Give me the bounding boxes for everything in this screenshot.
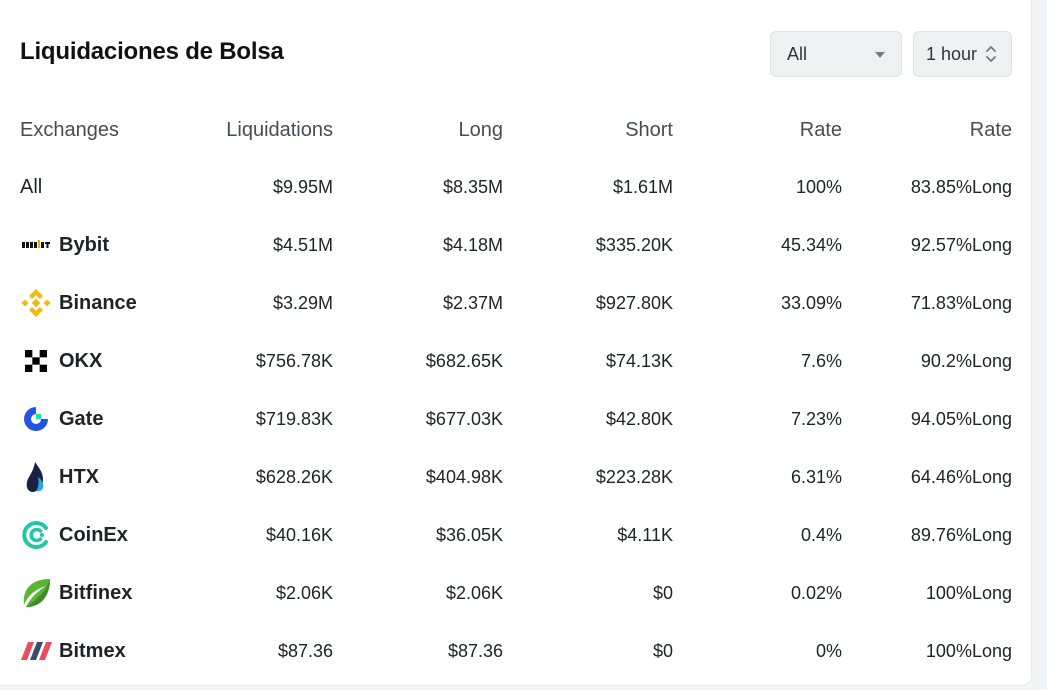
short-cell: $1.61M	[612, 176, 673, 197]
long-rate-cell: 94.05%Long	[910, 408, 1012, 429]
liquidations-cell: $756.78K	[255, 350, 333, 371]
liquidations-cell: $87.36	[277, 640, 333, 661]
long-cell: $4.18M	[442, 234, 503, 255]
long-rate-cell: 100%Long	[925, 582, 1012, 603]
long-cell: $682.65K	[425, 350, 503, 371]
long-rate-cell: 90.2%Long	[920, 350, 1012, 371]
column-header-long[interactable]: Long	[458, 118, 504, 141]
long-cell: $2.06K	[445, 582, 503, 603]
exchange-name: HTX	[59, 465, 99, 488]
rate-cell: 33.09%	[780, 292, 842, 313]
rate-cell: 6.31%	[790, 466, 842, 487]
gate-logo-icon	[20, 403, 52, 435]
column-header-exchanges[interactable]: Exchanges	[20, 118, 119, 141]
short-cell: $4.11K	[617, 524, 673, 545]
period-filter-select[interactable]: 1 hour	[913, 31, 1012, 77]
table-row: HTX $628.26K $404.98K $223.28K 6.31% 64.…	[20, 448, 1012, 506]
column-header-rate[interactable]: Rate	[799, 118, 842, 141]
exchange-liquidations-card: Liquidaciones de Bolsa All 1 hour Exchan…	[0, 0, 1032, 686]
bybit-logo-icon	[20, 229, 52, 261]
table-row: OKX $756.78K $682.65K $74.13K 7.6% 90.2%…	[20, 332, 1012, 390]
exchange-filter-value: All	[787, 43, 808, 64]
up-down-arrows-icon	[986, 46, 996, 62]
long-cell: $677.03K	[425, 408, 503, 429]
short-cell: $0	[652, 640, 673, 661]
okx-logo-icon	[20, 345, 52, 377]
coinex-logo-icon	[20, 519, 52, 551]
liquidations-cell: $4.51M	[272, 234, 333, 255]
long-rate-cell: 100%Long	[925, 640, 1012, 661]
long-rate-cell: 83.85%Long	[910, 176, 1012, 197]
table-row: Bitmex $87.36 $87.36 $0 0% 100%Long	[20, 622, 1012, 680]
liquidations-cell: $3.29M	[272, 292, 333, 313]
rate-cell: 100%	[795, 176, 842, 197]
long-cell: $87.36	[447, 640, 503, 661]
liquidations-table: Exchanges Liquidations Long Short Rate R…	[20, 102, 1012, 680]
rate-cell: 0.02%	[790, 582, 842, 603]
short-cell: $335.20K	[595, 234, 673, 255]
liquidations-cell: $628.26K	[255, 466, 333, 487]
column-header-long-rate[interactable]: Rate	[969, 118, 1012, 141]
table-row: CoinEx $40.16K $36.05K $4.11K 0.4% 89.76…	[20, 506, 1012, 564]
column-header-short[interactable]: Short	[625, 118, 673, 141]
long-rate-cell: 92.57%Long	[910, 234, 1012, 255]
page-title: Liquidaciones de Bolsa	[20, 38, 284, 65]
exchange-name: Gate	[59, 407, 104, 430]
binance-logo-icon	[20, 287, 52, 319]
long-rate-cell: 89.76%Long	[910, 524, 1012, 545]
rate-cell: 0%	[815, 640, 842, 661]
table-row: Binance $3.29M $2.37M $927.80K 33.09% 71…	[20, 274, 1012, 332]
bitmex-logo-icon	[20, 635, 52, 667]
rate-cell: 7.23%	[790, 408, 842, 429]
chevron-down-icon	[875, 52, 885, 58]
long-cell: $404.98K	[425, 466, 503, 487]
table-row: Bybit $4.51M $4.18M $335.20K 45.34% 92.5…	[20, 216, 1012, 274]
exchange-name: Bitmex	[59, 639, 126, 662]
table-row: All $9.95M $8.35M $1.61M 100% 83.85%Long	[20, 158, 1012, 216]
liquidations-cell: $40.16K	[265, 524, 333, 545]
exchange-filter-select[interactable]: All	[770, 31, 902, 77]
period-filter-value: 1 hour	[926, 43, 978, 64]
liquidations-cell: $2.06K	[275, 582, 333, 603]
rate-cell: 7.6%	[800, 350, 842, 371]
exchange-name: OKX	[59, 349, 103, 372]
column-header-liquidations[interactable]: Liquidations	[226, 118, 333, 141]
long-rate-cell: 64.46%Long	[910, 466, 1012, 487]
short-cell: $223.28K	[595, 466, 673, 487]
long-rate-cell: 71.83%Long	[910, 292, 1012, 313]
short-cell: $0	[652, 582, 673, 603]
exchange-name: All	[20, 175, 43, 198]
exchange-name: Bybit	[59, 233, 109, 256]
short-cell: $42.80K	[605, 408, 673, 429]
table-row: Gate $719.83K $677.03K $42.80K 7.23% 94.…	[20, 390, 1012, 448]
long-cell: $36.05K	[435, 524, 503, 545]
liquidations-cell: $719.83K	[255, 408, 333, 429]
exchange-name: Binance	[59, 291, 137, 314]
table-header-row: Exchanges Liquidations Long Short Rate R…	[20, 102, 1012, 158]
long-cell: $2.37M	[442, 292, 503, 313]
exchange-name: Bitfinex	[59, 581, 133, 604]
short-cell: $74.13K	[605, 350, 673, 371]
liquidations-cell: $9.95M	[272, 176, 333, 197]
rate-cell: 0.4%	[800, 524, 842, 545]
exchange-name: CoinEx	[59, 523, 128, 546]
table-row: Bitfinex $2.06K $2.06K $0 0.02% 100%Long	[20, 564, 1012, 622]
short-cell: $927.80K	[595, 292, 673, 313]
bitfinex-logo-icon	[20, 577, 52, 609]
long-cell: $8.35M	[442, 176, 503, 197]
rate-cell: 45.34%	[780, 234, 842, 255]
htx-logo-icon	[20, 461, 52, 493]
